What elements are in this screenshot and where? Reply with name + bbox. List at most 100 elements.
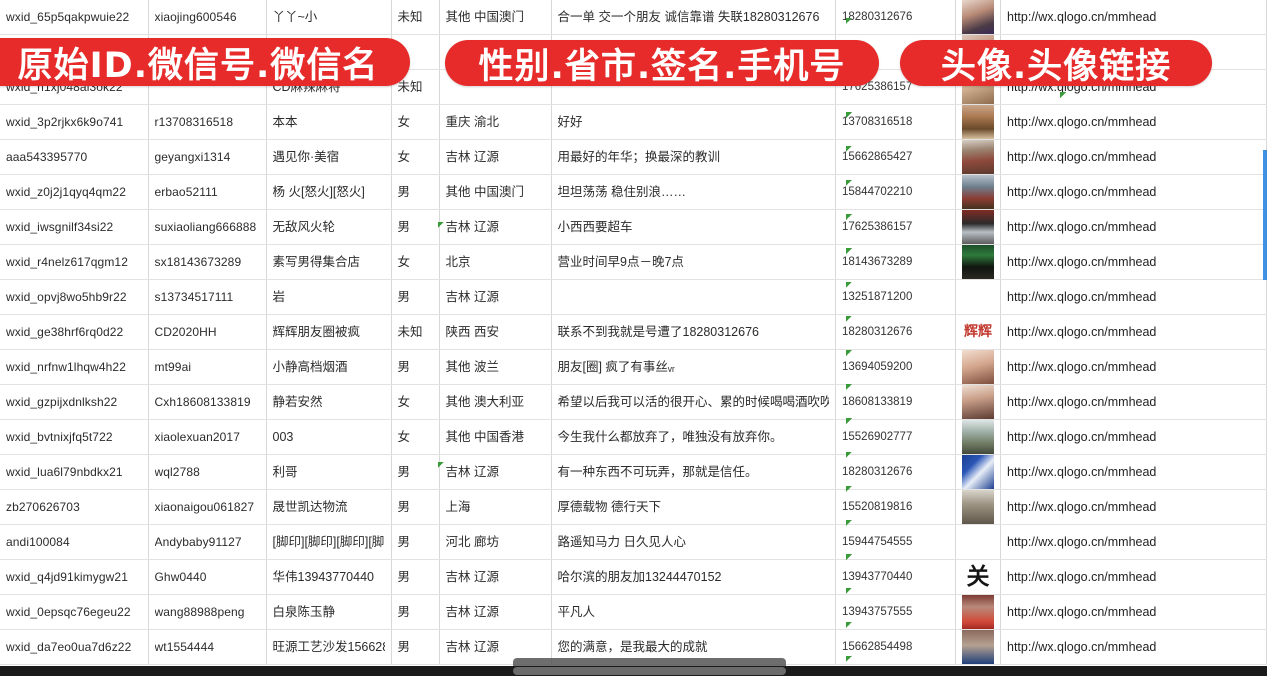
cell-signature[interactable]: 路遥知马力 日久见人心 bbox=[551, 524, 836, 560]
cell-avatar[interactable] bbox=[955, 594, 1001, 630]
cell-phone[interactable]: 15944754555 bbox=[835, 524, 956, 560]
cell-signature[interactable]: 朋友[圈] 疯了有事丝ᵥᵣ bbox=[551, 349, 836, 385]
cell-region[interactable]: 其他 澳大利亚 bbox=[439, 384, 552, 420]
cell-original-id[interactable]: wxid_bvtnixjfq5t722 bbox=[0, 419, 149, 455]
cell-gender[interactable]: 男 bbox=[391, 174, 440, 210]
cell-phone[interactable]: 18280312676 bbox=[835, 0, 956, 35]
cell-phone[interactable]: 18280312676 bbox=[835, 314, 956, 350]
table-row[interactable]: zb270626703 xiaonaigou061827 晟世凯达物流 男 上海 厚德载物… bbox=[0, 489, 1267, 525]
cell-avatar-url[interactable]: http://wx.qlogo.cn/mmhead bbox=[1000, 209, 1267, 245]
table-row[interactable]: wxid_da7eo0ua7d6z22 wt1554444 旺源工艺沙发156628… bbox=[0, 629, 1267, 665]
cell-signature[interactable]: 好好 bbox=[551, 104, 836, 140]
cell-avatar[interactable] bbox=[955, 384, 1001, 420]
cell-avatar[interactable] bbox=[955, 419, 1001, 455]
cell-wechat-name[interactable]: 晟世凯达物流 bbox=[266, 489, 392, 525]
cell-region[interactable]: 吉林 辽源 bbox=[439, 559, 552, 595]
cell-gender[interactable]: 男 bbox=[391, 559, 440, 595]
vertical-scrollbar[interactable] bbox=[1263, 150, 1267, 280]
cell-region[interactable]: 陕西 西安 bbox=[439, 314, 552, 350]
table-row[interactable]: wxid_nrfnw1lhqw4h22 mt99ai 小静高档烟酒 男 其他 波兰 朋友[… bbox=[0, 349, 1267, 385]
cell-avatar-url[interactable]: http://wx.qlogo.cn/mmhead bbox=[1000, 419, 1267, 455]
cell-wechat-name[interactable]: 静若安然 bbox=[266, 384, 392, 420]
cell-gender[interactable]: 男 bbox=[391, 524, 440, 560]
cell-wechat-id[interactable]: xiaolexuan2017 bbox=[148, 419, 267, 455]
cell-phone[interactable]: 15520819816 bbox=[835, 489, 956, 525]
cell-signature[interactable]: 坦坦荡荡 稳住别浪…… bbox=[551, 174, 836, 210]
cell-original-id[interactable]: andi100084 bbox=[0, 524, 149, 560]
cell-region[interactable]: 吉林 辽源 bbox=[439, 454, 552, 490]
cell-original-id[interactable]: wxid_3p2rjkx6k9o741 bbox=[0, 104, 149, 140]
cell-phone[interactable]: 15662865427 bbox=[835, 139, 956, 175]
cell-wechat-name[interactable]: 遇见你·美宿 bbox=[266, 139, 392, 175]
cell-avatar[interactable] bbox=[955, 244, 1001, 280]
cell-wechat-name[interactable]: 本本 bbox=[266, 104, 392, 140]
cell-wechat-name[interactable]: 003 bbox=[266, 419, 392, 455]
cell-phone[interactable]: 18608133819 bbox=[835, 384, 956, 420]
table-row[interactable]: wxid_iwsgnilf34si22 suxiaoliang666888 无敌风火… bbox=[0, 209, 1267, 245]
cell-gender[interactable]: 男 bbox=[391, 489, 440, 525]
cell-original-id[interactable]: wxid_opvj8wo5hb9r22 bbox=[0, 279, 149, 315]
cell-region[interactable]: 吉林 辽源 bbox=[439, 629, 552, 665]
cell-region[interactable]: 吉林 辽源 bbox=[439, 279, 552, 315]
cell-avatar-url[interactable]: http://wx.qlogo.cn/mmhead bbox=[1000, 489, 1267, 525]
cell-original-id[interactable]: wxid_65p5qakpwuie22 bbox=[0, 0, 149, 35]
cell-phone[interactable]: 17625386157 bbox=[835, 209, 956, 245]
horizontal-scrollbar[interactable] bbox=[0, 666, 1267, 676]
table-row[interactable]: wxid_z0j2j1qyq4qm22 erbao52111 杨 火[怒火][怒火]… bbox=[0, 174, 1267, 210]
cell-wechat-id[interactable]: wql2788 bbox=[148, 454, 267, 490]
cell-wechat-id[interactable]: xiaojing600546 bbox=[148, 0, 267, 35]
cell-phone[interactable]: 13251871200 bbox=[835, 279, 956, 315]
cell-signature[interactable]: 希望以后我可以活的很开心、累的时候喝喝酒吹吹[ bbox=[551, 384, 836, 420]
cell-phone[interactable]: 18280312676 bbox=[835, 454, 956, 490]
cell-wechat-name[interactable]: 白泉陈玉静 bbox=[266, 594, 392, 630]
cell-avatar-url[interactable]: http://wx.qlogo.cn/mmhead bbox=[1000, 454, 1267, 490]
cell-wechat-name[interactable]: 丫丫~小 bbox=[266, 0, 392, 35]
cell-gender[interactable]: 女 bbox=[391, 104, 440, 140]
cell-avatar-url[interactable]: http://wx.qlogo.cn/mmhead bbox=[1000, 384, 1267, 420]
cell-avatar[interactable]: 关 bbox=[955, 559, 1001, 595]
cell-signature[interactable]: 有一种东西不可玩弄，那就是信任。 bbox=[551, 454, 836, 490]
cell-region[interactable]: 其他 中国香港 bbox=[439, 419, 552, 455]
cell-phone[interactable]: 18143673289 bbox=[835, 244, 956, 280]
cell-wechat-id[interactable]: Andybaby91127 bbox=[148, 524, 267, 560]
cell-wechat-id[interactable]: wang88988peng bbox=[148, 594, 267, 630]
cell-phone[interactable]: 13694059200 bbox=[835, 349, 956, 385]
cell-avatar[interactable] bbox=[955, 0, 1001, 35]
cell-avatar[interactable] bbox=[955, 209, 1001, 245]
cell-avatar-url[interactable]: http://wx.qlogo.cn/mmhead bbox=[1000, 0, 1267, 35]
cell-phone[interactable]: 15662854498 bbox=[835, 629, 956, 665]
cell-region[interactable]: 其他 中国澳门 bbox=[439, 174, 552, 210]
cell-signature[interactable]: 用最好的年华；换最深的教训 bbox=[551, 139, 836, 175]
cell-avatar[interactable] bbox=[955, 174, 1001, 210]
cell-gender[interactable]: 男 bbox=[391, 209, 440, 245]
cell-phone[interactable]: 15844702210 bbox=[835, 174, 956, 210]
cell-signature[interactable]: 哈尔滨的朋友加13244470152 bbox=[551, 559, 836, 595]
cell-avatar-url[interactable]: http://wx.qlogo.cn/mmhead bbox=[1000, 594, 1267, 630]
cell-wechat-id[interactable]: s13734517111 bbox=[148, 279, 267, 315]
cell-wechat-id[interactable]: Cxh18608133819 bbox=[148, 384, 267, 420]
cell-signature[interactable]: 营业时间早9点－晚7点 bbox=[551, 244, 836, 280]
cell-phone[interactable]: 13943770440 bbox=[835, 559, 956, 595]
cell-wechat-id[interactable]: geyangxi1314 bbox=[148, 139, 267, 175]
cell-signature[interactable] bbox=[551, 279, 836, 315]
cell-gender[interactable]: 女 bbox=[391, 139, 440, 175]
cell-avatar[interactable] bbox=[955, 524, 1001, 560]
cell-wechat-name[interactable]: 杨 火[怒火][怒火] bbox=[266, 174, 392, 210]
cell-gender[interactable]: 男 bbox=[391, 279, 440, 315]
cell-original-id[interactable]: aaa543395770 bbox=[0, 139, 149, 175]
table-row[interactable]: wxid_0epsqc76egeu22 wang88988peng 白泉陈玉静 男 吉林… bbox=[0, 594, 1267, 630]
cell-wechat-id[interactable]: wt1554444 bbox=[148, 629, 267, 665]
cell-gender[interactable]: 男 bbox=[391, 629, 440, 665]
cell-avatar[interactable] bbox=[955, 349, 1001, 385]
cell-avatar-url[interactable]: http://wx.qlogo.cn/mmhead bbox=[1000, 524, 1267, 560]
cell-wechat-name[interactable]: 无敌风火轮 bbox=[266, 209, 392, 245]
cell-original-id[interactable]: wxid_q4jd91kimygw21 bbox=[0, 559, 149, 595]
table-row[interactable]: wxid_opvj8wo5hb9r22 s13734517111 岩 男 吉林 辽源 13… bbox=[0, 279, 1267, 315]
cell-avatar[interactable]: 辉辉 bbox=[955, 314, 1001, 350]
cell-signature[interactable]: 小西西要超车 bbox=[551, 209, 836, 245]
cell-avatar-url[interactable]: http://wx.qlogo.cn/mmhead bbox=[1000, 279, 1267, 315]
table-row[interactable]: wxid_lua6l79nbdkx21 wql2788 利哥 男 吉林 辽源 有一种东西不… bbox=[0, 454, 1267, 490]
cell-wechat-id[interactable]: mt99ai bbox=[148, 349, 267, 385]
cell-signature[interactable]: 联系不到我就是号遭了18280312676 bbox=[551, 314, 836, 350]
